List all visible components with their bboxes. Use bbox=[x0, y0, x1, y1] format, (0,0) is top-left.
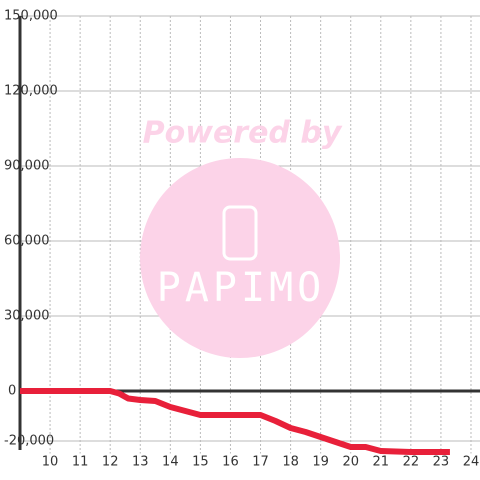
x-tick-label: 22 bbox=[403, 455, 420, 470]
data-line bbox=[20, 388, 450, 455]
x-tick-label: 14 bbox=[162, 455, 179, 470]
x-tick-label: 13 bbox=[132, 455, 149, 470]
y-tick-label: 120,000 bbox=[4, 84, 58, 99]
watermark: Powered by PAPIMO bbox=[140, 116, 343, 358]
watermark-phone bbox=[222, 205, 258, 261]
x-tick-label: 19 bbox=[312, 455, 329, 470]
x-tick-label: 18 bbox=[282, 455, 299, 470]
y-tick-label: 90,000 bbox=[4, 159, 50, 174]
watermark-logo: PAPIMO bbox=[157, 265, 326, 311]
y-tick-label: -20,000 bbox=[4, 434, 54, 449]
x-tick-label: 21 bbox=[373, 455, 390, 470]
x-tick-label: 10 bbox=[42, 455, 59, 470]
watermark-title: Powered by bbox=[143, 116, 343, 151]
x-tick-label: 15 bbox=[192, 455, 209, 470]
y-tick-label: 60,000 bbox=[4, 234, 50, 249]
x-tick-label: 20 bbox=[342, 455, 359, 470]
x-tick-label: 16 bbox=[222, 455, 239, 470]
x-tick-label: 17 bbox=[252, 455, 269, 470]
x-tick-label: 23 bbox=[433, 455, 450, 470]
x-tick-label: 12 bbox=[102, 455, 119, 470]
x-tick-label: 24 bbox=[463, 455, 480, 470]
y-tick-label: 150,000 bbox=[4, 9, 58, 24]
y-tick-label: 30,000 bbox=[4, 309, 50, 324]
y-tick-label: 0 bbox=[8, 384, 16, 399]
x-tick-label: 11 bbox=[72, 455, 89, 470]
